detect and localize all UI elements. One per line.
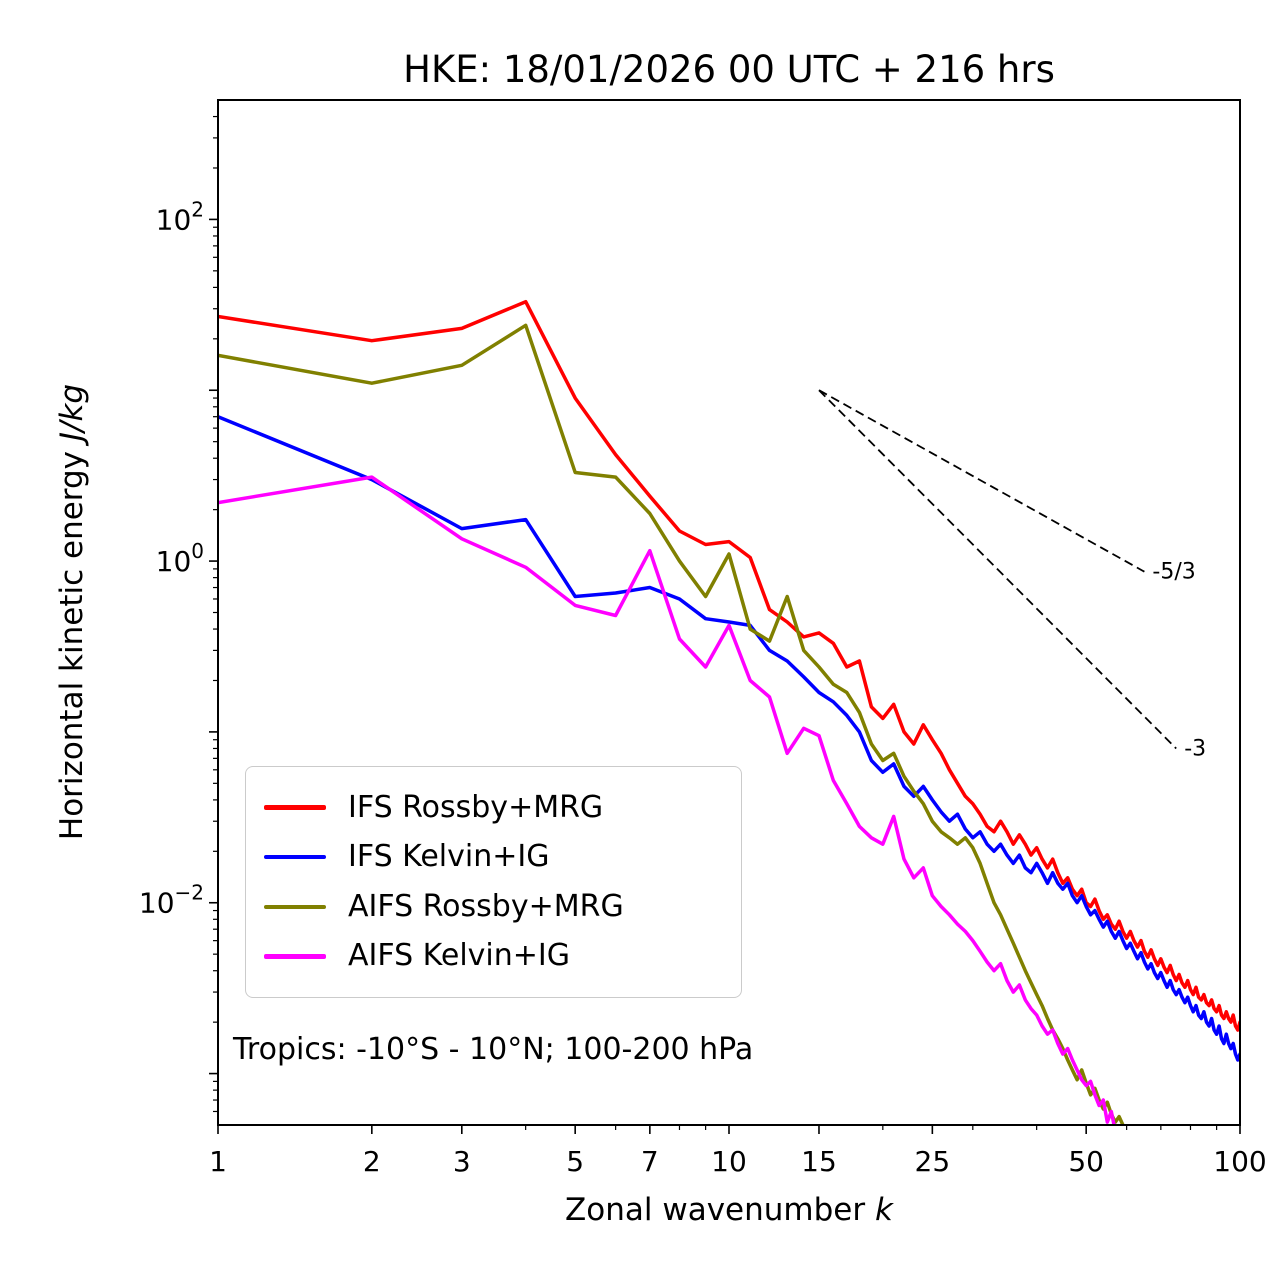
- reference-line-label: -5/3: [1152, 560, 1195, 585]
- x-tick-label: 7: [641, 1145, 659, 1178]
- x-tick-label: 15: [801, 1145, 837, 1178]
- y-tick-label: 102: [156, 197, 204, 236]
- x-tick-label: 5: [566, 1145, 584, 1178]
- y-tick-label: 100: [156, 539, 204, 578]
- legend-item: AIFS Rossby+MRG: [264, 888, 731, 924]
- y-tick-label: 10−2: [139, 881, 204, 920]
- x-axis-label: Zonal wavenumber k: [218, 1192, 1240, 1228]
- legend-item: AIFS Kelvin+IG: [264, 941, 731, 971]
- legend-label: IFS Kelvin+IG: [348, 839, 550, 875]
- x-tick-label: 50: [1068, 1145, 1104, 1178]
- x-axis-label-text: Zonal wavenumber: [565, 1192, 875, 1228]
- x-axis-label-math: k: [874, 1192, 893, 1228]
- y-axis-label-text: Horizontal kinetic energy: [54, 441, 90, 841]
- x-tick-label: 10: [711, 1145, 747, 1178]
- x-tick-label: 3: [453, 1145, 471, 1178]
- x-tick-label: 2: [363, 1145, 381, 1178]
- x-tick-label: 25: [915, 1145, 951, 1178]
- y-axis-label: Horizontal kinetic energy J/kg: [54, 384, 90, 840]
- reference-line-5/3: [818, 389, 1145, 573]
- legend-label: IFS Rossby+MRG: [348, 789, 604, 825]
- series-line-aifs-rossby-mrg: [218, 323, 1125, 1125]
- legend-item: IFS Kelvin+IG: [264, 842, 731, 872]
- legend-line-sample: [264, 805, 326, 810]
- legend-label: AIFS Kelvin+IG: [348, 938, 570, 974]
- x-tick-label: 1: [209, 1145, 227, 1178]
- legend: IFS Rossby+MRG IFS Kelvin+IG AIFS Rossby+M…: [245, 766, 742, 998]
- series-line-aifs-kelvin-ig: [218, 475, 1116, 1125]
- annotation-tropics: Tropics: -10°S - 10°N; 100-200 hPa: [233, 1032, 754, 1067]
- reference-line-3: [818, 389, 1177, 750]
- y-axis-label-math: J/kg: [54, 383, 90, 442]
- series-line-ifs-kelvin-ig: [218, 414, 1240, 1062]
- series-line-ifs-rossby-mrg: [218, 299, 1240, 1032]
- legend-line-sample: [264, 904, 326, 910]
- chart-title: HKE: 18/01/2026 00 UTC + 216 hrs: [403, 48, 1055, 91]
- x-tick-label: 100: [1213, 1145, 1266, 1178]
- legend-item: IFS Rossby+MRG: [264, 789, 731, 825]
- legend-line-sample: [264, 954, 326, 959]
- legend-line-sample: [264, 854, 326, 860]
- reference-line-label: -3: [1184, 737, 1206, 762]
- legend-label: AIFS Rossby+MRG: [348, 888, 624, 924]
